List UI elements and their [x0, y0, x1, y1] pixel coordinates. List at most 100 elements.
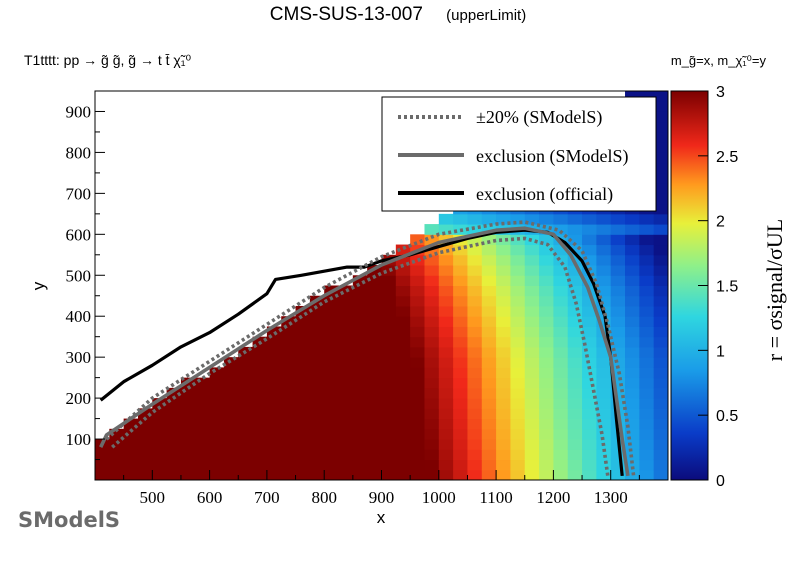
- heatmap-cell: [137, 428, 153, 440]
- heatmap-cell: [295, 346, 311, 358]
- heatmap-cell: [338, 316, 354, 327]
- heatmap-cell: [152, 459, 168, 471]
- heatmap-cell: [467, 469, 483, 480]
- heatmap-cell: [410, 469, 425, 480]
- heatmap-cell: [453, 254, 468, 266]
- heatmap-cell: [281, 336, 297, 348]
- heatmap-cell: [180, 439, 196, 450]
- heatmap-cell: [453, 387, 468, 399]
- heatmap-cell: [424, 265, 440, 276]
- heatmap-cell: [123, 459, 139, 471]
- heatmap-cell: [410, 387, 425, 399]
- heatmap-cell: [266, 459, 282, 471]
- heatmap-cell: [510, 367, 526, 379]
- heatmap-cell: [610, 326, 626, 338]
- heatmap-cell: [295, 326, 311, 338]
- heatmap-cell: [539, 357, 554, 368]
- heatmap-cell: [639, 469, 655, 480]
- heatmap-cell: [567, 316, 583, 327]
- heatmap-cell: [510, 336, 526, 348]
- heatmap-cell: [223, 367, 239, 379]
- heatmap-cell: [496, 408, 511, 420]
- heatmap-cell: [639, 346, 655, 358]
- heatmap-cell: [395, 377, 411, 389]
- heatmap-cell: [438, 336, 454, 348]
- heatmap-cell: [424, 428, 440, 440]
- heatmap-cell: [137, 418, 153, 430]
- y-tick-label: 500: [66, 266, 92, 285]
- heatmap-cell: [438, 213, 454, 225]
- heatmap-cell: [238, 398, 254, 409]
- heatmap-cell: [481, 428, 497, 440]
- heatmap-cell: [510, 449, 526, 461]
- heatmap-cell: [266, 418, 282, 430]
- heatmap-cell: [481, 316, 497, 327]
- heatmap-cell: [510, 428, 526, 440]
- heatmap-cell: [481, 285, 497, 297]
- heatmap-cell: [582, 398, 597, 409]
- heatmap-cell: [123, 418, 139, 430]
- heatmap-cell: [295, 449, 311, 461]
- heatmap-cell: [381, 295, 397, 307]
- heatmap-cell: [424, 275, 440, 286]
- heatmap-cell: [596, 418, 612, 430]
- heatmap-cell: [223, 469, 239, 480]
- heatmap-cell: [653, 172, 668, 184]
- heatmap-cell: [381, 449, 397, 461]
- heatmap-cell: [653, 408, 668, 420]
- heatmap-cell: [653, 111, 668, 123]
- heatmap-cell: [367, 408, 382, 420]
- heatmap-cell: [395, 367, 411, 379]
- heatmap-cell: [582, 418, 597, 430]
- heatmap-cell: [424, 234, 440, 246]
- heatmap-cell: [195, 469, 211, 480]
- heatmap-cell: [481, 326, 497, 338]
- heatmap-cell: [653, 326, 668, 338]
- heatmap-cell: [625, 357, 640, 368]
- heatmap-cell: [453, 265, 468, 276]
- heatmap-cell: [553, 439, 569, 450]
- heatmap-cell: [352, 408, 368, 420]
- heatmap-cell: [381, 326, 397, 338]
- heatmap-cell: [524, 449, 540, 461]
- heatmap-cell: [553, 357, 569, 368]
- heatmap-cell: [539, 254, 554, 266]
- heatmap-cell: [625, 398, 640, 409]
- heatmap-cell: [553, 336, 569, 348]
- heatmap-cell: [610, 254, 626, 266]
- heatmap-cell: [309, 387, 325, 399]
- heatmap-cell: [367, 275, 382, 286]
- heatmap-cell: [567, 265, 583, 276]
- z-tick-label: 2: [716, 214, 725, 231]
- heatmap-cell: [496, 336, 511, 348]
- heatmap-cell: [496, 305, 511, 317]
- heatmap-cell: [582, 316, 597, 327]
- heatmap-cell: [395, 285, 411, 297]
- heatmap-cell: [481, 275, 497, 286]
- heatmap-cell: [481, 469, 497, 480]
- heatmap-cell: [367, 367, 382, 379]
- heatmap-cell: [281, 439, 297, 450]
- heatmap-cell: [252, 387, 268, 399]
- heatmap-cell: [481, 357, 497, 368]
- heatmap-cell: [553, 224, 569, 235]
- heatmap-cell: [524, 428, 540, 440]
- y-tick-label: 700: [66, 184, 92, 203]
- heatmap-cell: [309, 408, 325, 420]
- heatmap-cell: [309, 377, 325, 389]
- heatmap-cell: [438, 449, 454, 461]
- heatmap-cell: [567, 428, 583, 440]
- heatmap-cell: [238, 377, 254, 389]
- heatmap-cell: [367, 316, 382, 327]
- heatmap-cell: [180, 449, 196, 461]
- heatmap-cell: [553, 305, 569, 317]
- heatmap-cell: [539, 428, 554, 440]
- y-axis: 100 200 300 400 500 600 700 800 900: [66, 102, 105, 461]
- heatmap-cell: [395, 418, 411, 430]
- heatmap-cell: [352, 367, 368, 379]
- heatmap-cell: [395, 449, 411, 461]
- heatmap-cell: [238, 418, 254, 430]
- heatmap-cell: [496, 387, 511, 399]
- heatmap-cell: [410, 428, 425, 440]
- heatmap-cell: [410, 408, 425, 420]
